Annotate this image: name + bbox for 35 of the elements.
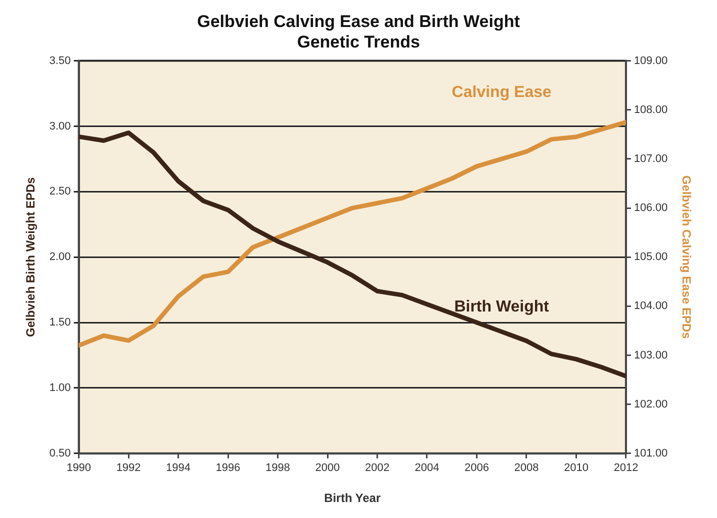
x-tick-label: 1998 bbox=[266, 462, 290, 474]
y2-tick-label: 101.00 bbox=[634, 447, 668, 460]
y-tick-label: 0.50 bbox=[49, 447, 71, 460]
x-tick-label: 2008 bbox=[514, 462, 539, 474]
y-tick-label: 2.00 bbox=[49, 251, 71, 264]
y2-tick-label: 105.00 bbox=[634, 251, 668, 264]
y2-tick-label: 103.00 bbox=[634, 349, 668, 362]
x-tick-label: 2002 bbox=[365, 462, 390, 474]
x-tick-label: 2010 bbox=[564, 462, 588, 474]
x-tick-label: 1992 bbox=[116, 462, 141, 474]
x-tick-label: 2006 bbox=[464, 462, 489, 474]
y2-axis-title: Gelbvieh Calving Ease EPDs bbox=[679, 175, 694, 340]
series-label: Birth Weight bbox=[454, 298, 550, 316]
x-axis-title: Birth Year bbox=[324, 491, 381, 506]
y-tick-label: 3.00 bbox=[49, 120, 71, 132]
y-tick-label: 1.00 bbox=[49, 382, 71, 394]
y2-tick-label: 106.00 bbox=[634, 202, 668, 214]
x-tick-label: 2000 bbox=[315, 462, 340, 474]
y2-tick-label: 109.00 bbox=[634, 54, 668, 67]
chart-subtitle: Genetic Trends bbox=[297, 32, 420, 52]
y2-tick-label: 107.00 bbox=[634, 152, 668, 165]
x-tick-label: 1994 bbox=[166, 462, 191, 474]
y-tick-label: 2.50 bbox=[49, 186, 71, 198]
y-tick-label: 1.50 bbox=[49, 316, 71, 329]
y2-tick-label: 104.00 bbox=[634, 300, 668, 312]
chart-title: Gelbvieh Calving Ease and Birth Weight bbox=[197, 12, 520, 31]
x-tick-label: 2012 bbox=[614, 462, 638, 474]
y2-tick-label: 102.00 bbox=[634, 398, 668, 410]
y2-tick-label: 108.00 bbox=[634, 104, 668, 116]
x-tick-label: 1996 bbox=[216, 462, 240, 474]
text: Calving Ease bbox=[452, 84, 552, 101]
x-tick-label: 2004 bbox=[414, 462, 440, 474]
y-axis-title: Gelbvieh Birth Weight EPDs bbox=[24, 176, 38, 338]
x-tick-label: 1990 bbox=[66, 462, 92, 474]
y-tick-label: 3.50 bbox=[49, 54, 71, 67]
